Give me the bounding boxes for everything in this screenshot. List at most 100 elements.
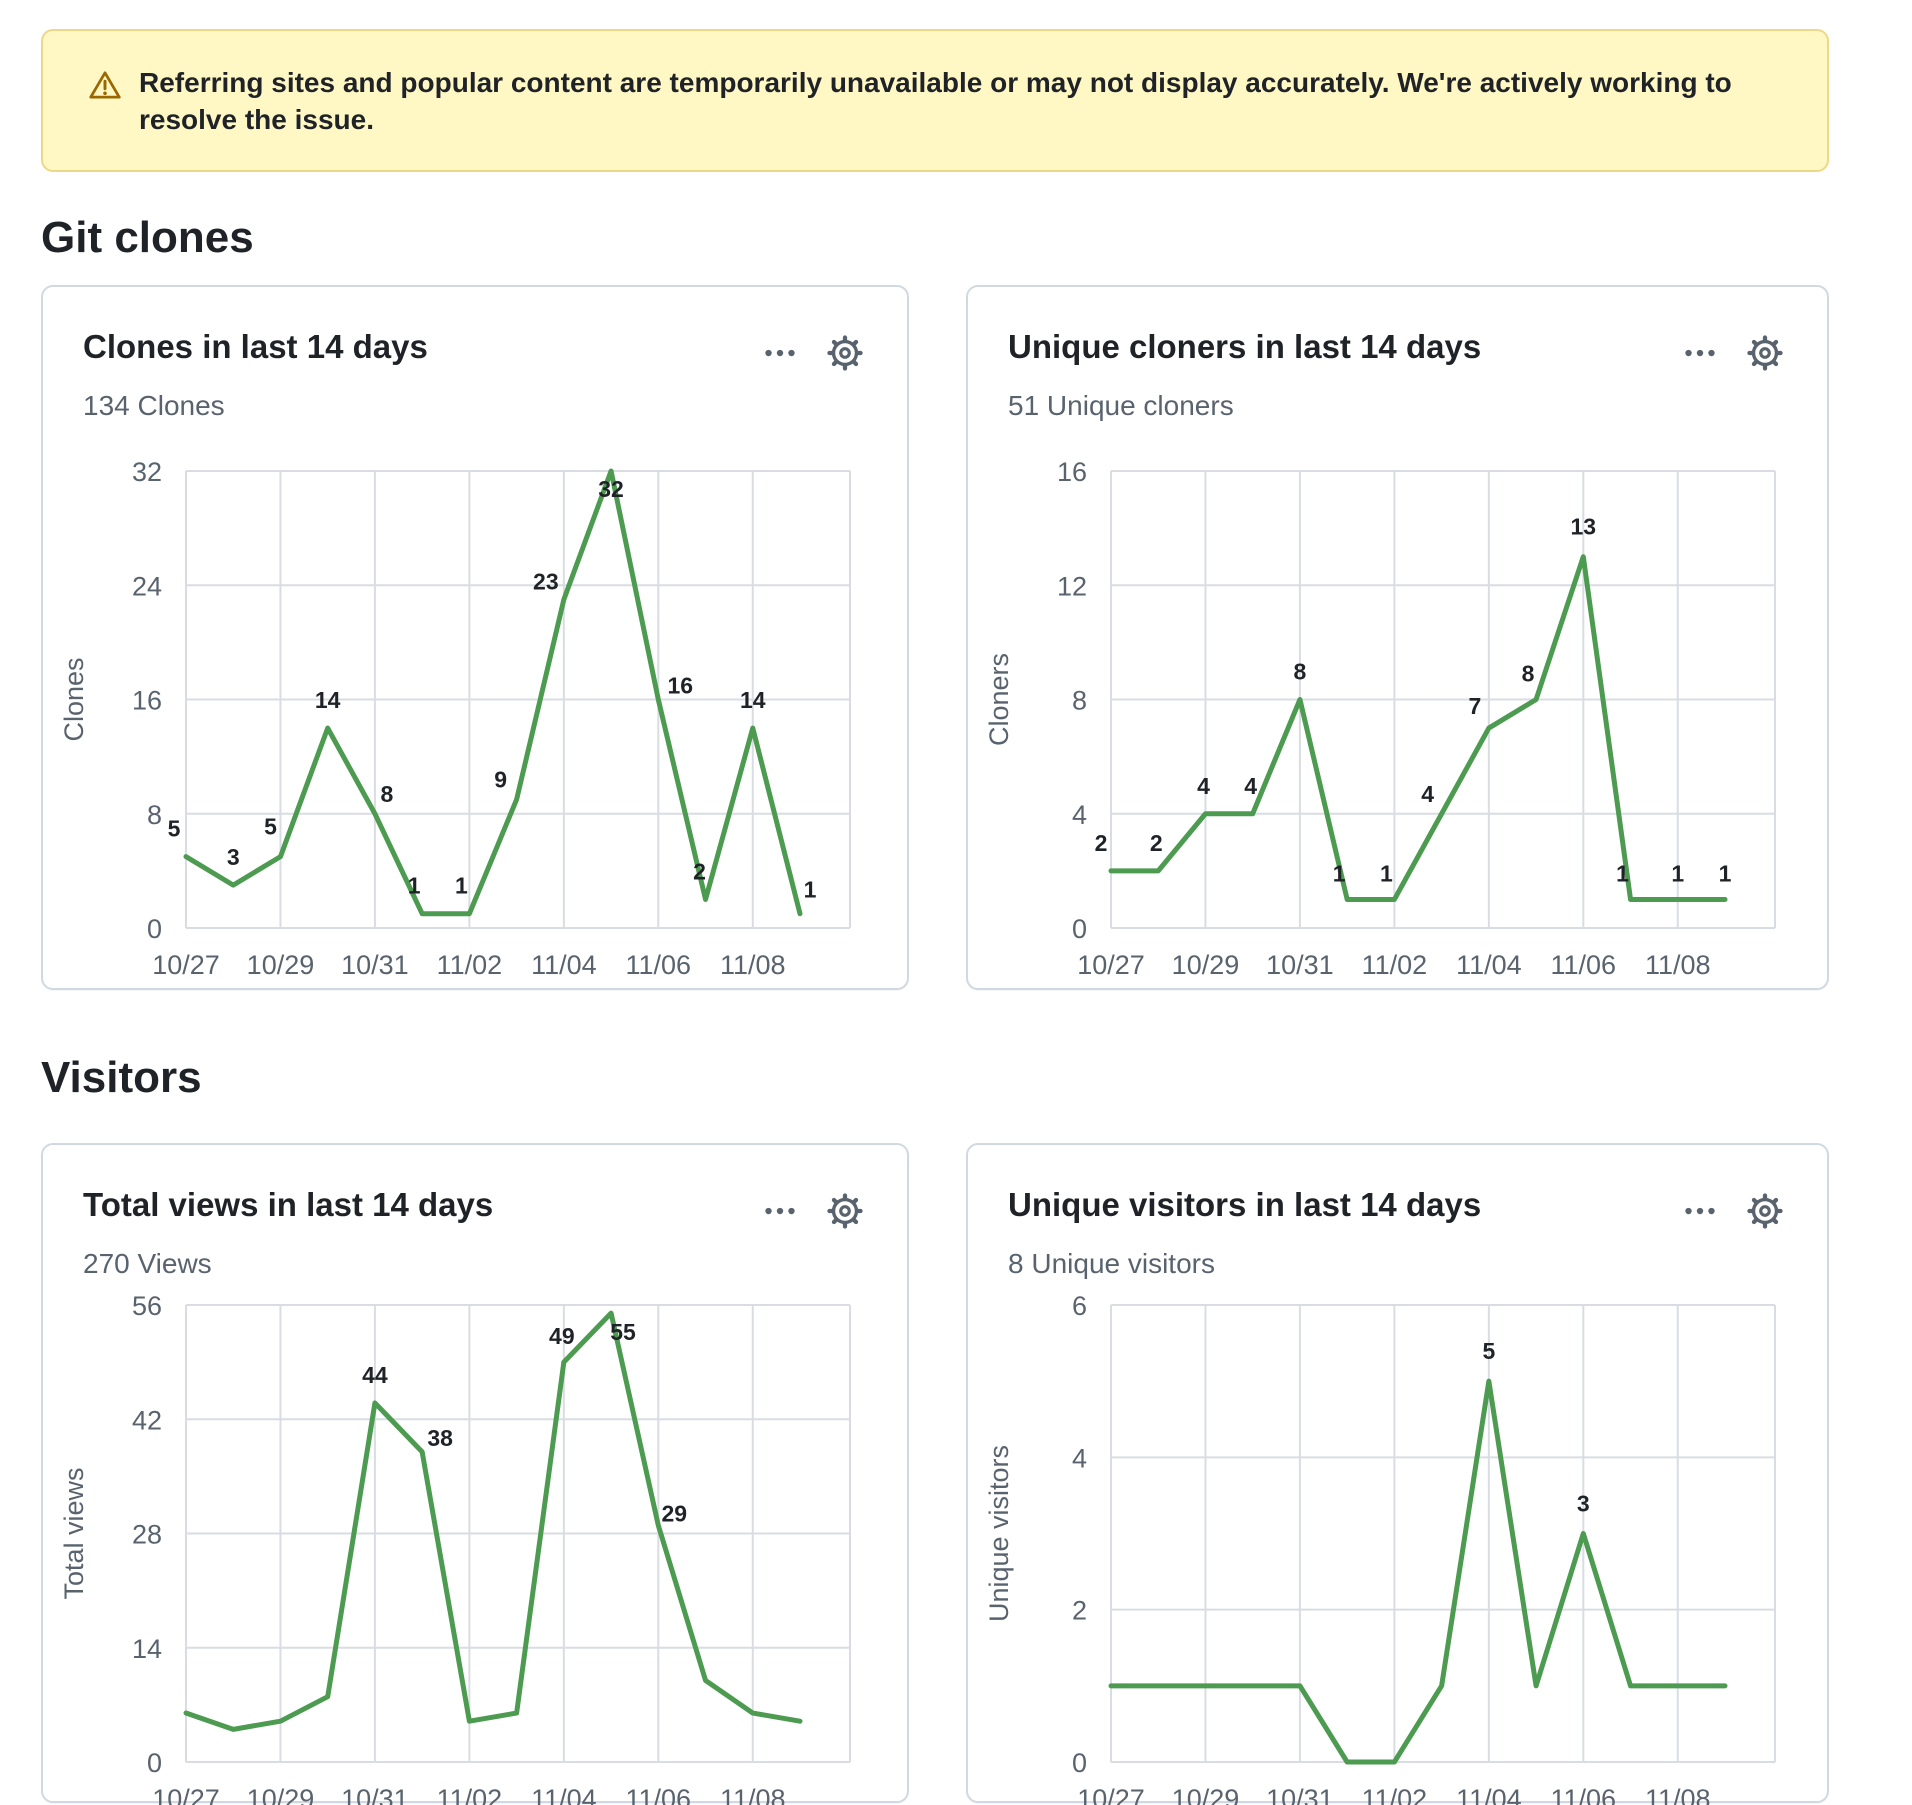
svg-text:4: 4: [1421, 781, 1434, 807]
svg-text:1: 1: [1616, 860, 1629, 886]
svg-text:8: 8: [147, 800, 162, 830]
total-views-card: Total views in last 14 days 270 Views: [41, 1143, 909, 1805]
svg-text:11/04: 11/04: [531, 950, 597, 980]
svg-text:1: 1: [1380, 860, 1393, 886]
svg-text:10/29: 10/29: [247, 950, 315, 980]
svg-text:5: 5: [1482, 1338, 1495, 1364]
card-subtitle: 270 Views: [83, 1248, 212, 1279]
svg-text:11/06: 11/06: [626, 950, 692, 980]
svg-text:16: 16: [668, 673, 694, 699]
svg-text:4: 4: [1072, 1443, 1087, 1473]
total-views-chart: 0 14 28 42 56 10/27 10/29 10/31 11/02 11/04 11/06 1…: [59, 1291, 851, 1805]
card-title: Unique visitors in last 14 days: [1008, 1186, 1482, 1223]
svg-text:1: 1: [455, 873, 468, 899]
unique-cloners-card: Unique cloners in last 14 days 51 Unique…: [966, 285, 1829, 990]
svg-text:0: 0: [1072, 1748, 1087, 1778]
svg-text:1: 1: [408, 873, 421, 899]
kebab-horizontal-icon[interactable]: [759, 332, 801, 374]
svg-text:2: 2: [1095, 830, 1108, 856]
kebab-horizontal-icon[interactable]: [759, 1190, 801, 1232]
svg-text:1: 1: [1333, 860, 1346, 886]
svg-text:4: 4: [1244, 773, 1257, 799]
svg-text:32: 32: [132, 457, 162, 487]
svg-text:10/31: 10/31: [341, 1784, 409, 1805]
svg-text:8: 8: [1522, 661, 1535, 687]
svg-text:11/02: 11/02: [1362, 950, 1428, 980]
svg-text:10/27: 10/27: [152, 1784, 220, 1805]
svg-text:14: 14: [132, 1634, 162, 1664]
svg-text:Cloners: Cloners: [984, 653, 1014, 746]
svg-text:5: 5: [264, 814, 277, 840]
svg-text:13: 13: [1571, 514, 1597, 540]
card-title: Total views in last 14 days: [83, 1186, 494, 1223]
svg-text:11/08: 11/08: [1645, 950, 1711, 980]
svg-text:24: 24: [132, 571, 162, 601]
card-subtitle: 8 Unique visitors: [1008, 1248, 1215, 1279]
svg-text:10/31: 10/31: [341, 950, 409, 980]
svg-text:10/27: 10/27: [152, 950, 220, 980]
svg-text:1: 1: [804, 877, 817, 903]
gear-icon[interactable]: [1743, 331, 1787, 375]
svg-text:3: 3: [1577, 1491, 1590, 1517]
gear-icon[interactable]: [1743, 1189, 1787, 1233]
svg-text:4: 4: [1197, 773, 1210, 799]
svg-text:56: 56: [132, 1291, 162, 1321]
gear-icon[interactable]: [823, 1189, 867, 1233]
svg-text:1: 1: [1671, 860, 1684, 886]
svg-text:11/08: 11/08: [720, 1784, 786, 1805]
svg-text:32: 32: [598, 476, 624, 502]
svg-text:5: 5: [168, 816, 181, 842]
section-heading-git-clones: Git clones: [41, 213, 254, 262]
svg-text:38: 38: [427, 1425, 453, 1451]
svg-text:11/02: 11/02: [437, 1784, 503, 1805]
kebab-horizontal-icon[interactable]: [1679, 332, 1721, 374]
svg-text:1: 1: [1719, 860, 1732, 886]
card-actions: [759, 1189, 867, 1233]
svg-text:10/29: 10/29: [247, 1784, 315, 1805]
svg-text:12: 12: [1057, 571, 1087, 601]
svg-text:10/27: 10/27: [1077, 1784, 1145, 1805]
svg-text:42: 42: [132, 1405, 162, 1435]
svg-text:9: 9: [494, 766, 507, 792]
svg-text:2: 2: [1072, 1596, 1087, 1626]
svg-text:11/04: 11/04: [1456, 1784, 1522, 1805]
kebab-horizontal-icon[interactable]: [1679, 1190, 1721, 1232]
svg-text:10/29: 10/29: [1172, 950, 1240, 980]
card-subtitle: 51 Unique cloners: [1008, 390, 1234, 421]
svg-text:55: 55: [610, 1319, 636, 1345]
git-clones-cards-row: Clones in last 14 days 134 Clones: [41, 285, 1829, 990]
svg-text:16: 16: [132, 686, 162, 716]
svg-text:0: 0: [147, 1748, 162, 1778]
svg-text:10/31: 10/31: [1266, 950, 1334, 980]
svg-text:11/02: 11/02: [1362, 1784, 1428, 1805]
warning-banner-text: Referring sites and popular content are …: [139, 67, 1732, 135]
card-actions: [1679, 331, 1787, 375]
svg-text:11/08: 11/08: [720, 950, 786, 980]
card-subtitle: 134 Clones: [83, 390, 225, 421]
card-actions: [759, 331, 867, 375]
svg-text:10/29: 10/29: [1172, 1784, 1240, 1805]
svg-text:8: 8: [381, 781, 394, 807]
svg-text:16: 16: [1057, 457, 1087, 487]
svg-text:14: 14: [315, 687, 341, 713]
svg-text:11/08: 11/08: [1645, 1784, 1711, 1805]
svg-text:44: 44: [362, 1362, 388, 1388]
svg-text:10/27: 10/27: [1077, 950, 1145, 980]
svg-text:2: 2: [693, 858, 706, 884]
svg-text:6: 6: [1072, 1291, 1087, 1321]
card-title: Clones in last 14 days: [83, 328, 428, 365]
svg-text:10/31: 10/31: [1266, 1784, 1334, 1805]
svg-text:11/06: 11/06: [1551, 1784, 1617, 1805]
gear-icon[interactable]: [823, 331, 867, 375]
svg-text:8: 8: [1294, 659, 1307, 685]
card-title: Unique cloners in last 14 days: [1008, 328, 1482, 365]
svg-text:2: 2: [1150, 830, 1163, 856]
svg-text:23: 23: [533, 569, 559, 595]
visitors-cards-row: Total views in last 14 days 270 Views: [41, 1143, 1829, 1805]
section-heading-visitors: Visitors: [41, 1053, 202, 1102]
svg-text:49: 49: [549, 1323, 575, 1349]
unique-visitors-card: Unique visitors in last 14 days 8 Unique…: [966, 1143, 1829, 1805]
svg-text:11/02: 11/02: [437, 950, 503, 980]
svg-text:11/04: 11/04: [1456, 950, 1522, 980]
alert-triangle-icon: [87, 67, 123, 108]
